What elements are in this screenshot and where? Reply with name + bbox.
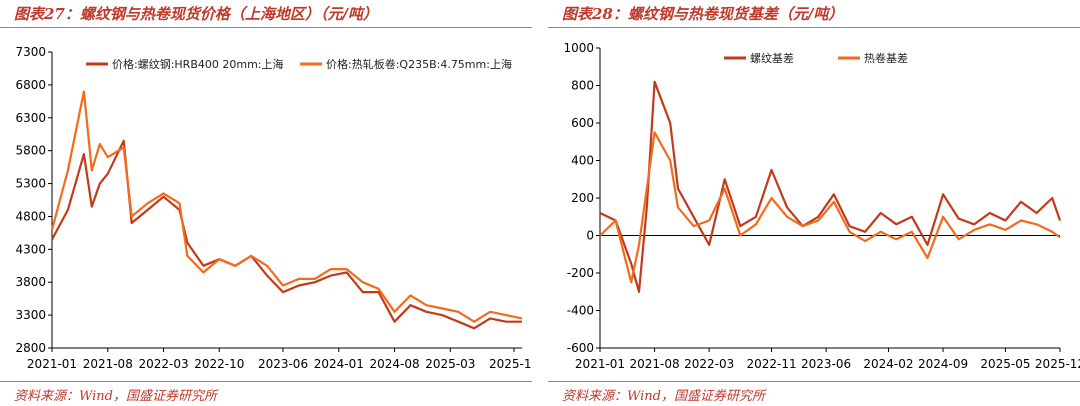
- legend-label: 价格:螺纹钢:HRB400 20mm:上海: [112, 57, 284, 71]
- y-tick-label: 5300: [15, 177, 46, 191]
- y-tick-label: 3300: [15, 308, 46, 322]
- chart-source: 资料来源：Wind，国盛证券研究所: [14, 389, 217, 404]
- y-tick-label: 3800: [15, 275, 46, 289]
- y-tick-label: 4800: [15, 209, 46, 223]
- y-tick-label: -200: [567, 266, 594, 280]
- legend-label: 螺纹基差: [750, 51, 794, 65]
- chart-title: 图表28：螺纹钢与热卷现货基差（元/吨）: [562, 5, 844, 23]
- x-tick-label: 2022-11: [746, 357, 796, 371]
- y-tick-label: 400: [571, 154, 594, 168]
- chart-source: 资料来源：Wind，国盛证券研究所: [562, 389, 765, 404]
- y-tick-label: 5800: [15, 144, 46, 158]
- x-tick-label: 2021-08: [83, 357, 133, 371]
- x-tick-label: 2025-05: [980, 357, 1030, 371]
- x-tick-label: 2024-09: [918, 357, 968, 371]
- x-tick-label: 2024-01: [314, 357, 364, 371]
- y-tick-label: 600: [571, 116, 594, 130]
- series-line-0: [51, 139, 522, 330]
- y-tick-label: 200: [571, 191, 594, 205]
- x-tick-label: 2023-06: [258, 357, 308, 371]
- panel-steel-price: 图表27：螺纹钢与热卷现货价格（上海地区）（元/吨） 2800 3300 3800 4…: [0, 0, 532, 406]
- x-tick-label: 2023-06: [801, 357, 851, 371]
- source-rule: [0, 381, 532, 382]
- y-tick-label: 800: [571, 79, 594, 93]
- title-rule: [0, 27, 532, 28]
- y-tick-label: 4300: [15, 242, 46, 256]
- x-tick-label: 2022-03: [138, 357, 188, 371]
- series-line-1: [50, 90, 523, 323]
- chart-title: 图表27：螺纹钢与热卷现货价格（上海地区）（元/吨）: [14, 5, 378, 23]
- x-tick-label: 2025-12: [1035, 357, 1080, 371]
- basis-chart-svg: -600 -400 -200 0 200 400 600 800 1000 2021-01 2021…: [563, 41, 1080, 371]
- y-tick-label: 6300: [15, 111, 46, 125]
- x-tick-label: 2021-01: [575, 357, 625, 371]
- x-tick-label: 2024-02: [863, 357, 913, 371]
- y-tick-label: 6800: [15, 78, 46, 92]
- series-line-1: [599, 131, 1061, 284]
- y-tick-label: 2800: [15, 341, 46, 355]
- series-line-0: [599, 80, 1062, 293]
- y-tick-label: 1000: [563, 41, 594, 55]
- legend-label: 热卷基差: [864, 51, 908, 65]
- x-tick-label: 2022-03: [684, 357, 734, 371]
- x-tick-label: 2024-08: [369, 357, 419, 371]
- price-chart-svg: 2800 3300 3800 4300 4800 5300 5800 6300 6800 7300…: [15, 45, 532, 371]
- panel-steel-basis: 图表28：螺纹钢与热卷现货基差（元/吨） -600 -400 -200 0 200 400…: [548, 0, 1080, 406]
- y-tick-label: -600: [567, 341, 594, 355]
- x-tick-label: 2022-10: [194, 357, 244, 371]
- legend-label: 价格:热轧板卷:Q235B:4.75mm:上海: [326, 57, 512, 71]
- x-tick-label: 2025-03: [425, 357, 475, 371]
- title-rule: [548, 27, 1080, 28]
- x-tick-label: 2021-01: [27, 357, 77, 371]
- y-tick-label: -400: [567, 304, 594, 318]
- x-tick-label: 2021-08: [630, 357, 680, 371]
- x-tick-label: 2025-11: [489, 357, 532, 371]
- y-tick-label: 7300: [15, 45, 46, 59]
- y-tick-label: 0: [586, 229, 594, 243]
- source-rule: [548, 381, 1080, 382]
